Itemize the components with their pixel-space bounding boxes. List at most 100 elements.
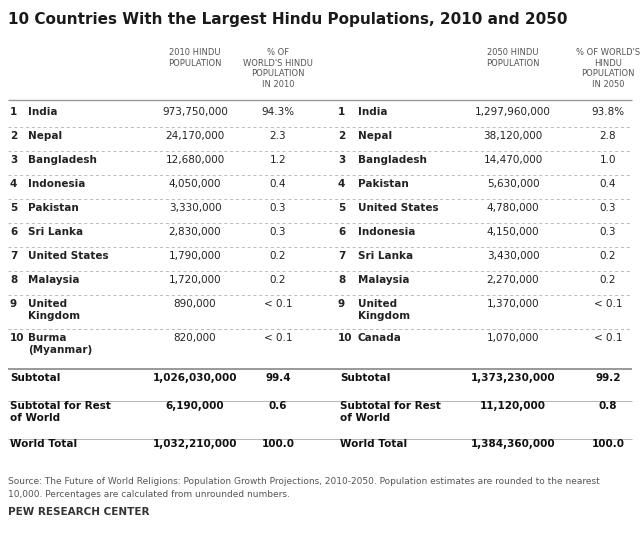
Text: United States: United States [28, 251, 109, 261]
Text: 1,370,000: 1,370,000 [486, 299, 540, 309]
Text: Burma
(Myanmar): Burma (Myanmar) [28, 333, 92, 355]
Text: 93.8%: 93.8% [591, 107, 625, 117]
Text: 0.3: 0.3 [269, 203, 286, 213]
Text: 4: 4 [10, 179, 17, 189]
Text: Bangladesh: Bangladesh [28, 155, 97, 165]
Text: 2,270,000: 2,270,000 [486, 275, 540, 285]
Text: Nepal: Nepal [358, 131, 392, 141]
Text: 1,297,960,000: 1,297,960,000 [475, 107, 551, 117]
Text: 10: 10 [10, 333, 24, 343]
Text: 2,830,000: 2,830,000 [169, 227, 221, 237]
Text: 99.2: 99.2 [595, 373, 621, 383]
Text: 0.2: 0.2 [269, 275, 286, 285]
Text: 7: 7 [338, 251, 346, 261]
Text: India: India [358, 107, 387, 117]
Text: 5: 5 [338, 203, 345, 213]
Text: World Total: World Total [10, 439, 77, 449]
Text: Malaysia: Malaysia [358, 275, 410, 285]
Text: Source: The Future of World Religions: Population Growth Projections, 2010-2050.: Source: The Future of World Religions: P… [8, 477, 600, 486]
Text: 94.3%: 94.3% [261, 107, 294, 117]
Text: Sri Lanka: Sri Lanka [358, 251, 413, 261]
Text: 12,680,000: 12,680,000 [165, 155, 225, 165]
Text: 4,780,000: 4,780,000 [486, 203, 540, 213]
Text: 9: 9 [338, 299, 345, 309]
Text: 100.0: 100.0 [262, 439, 294, 449]
Text: 24,170,000: 24,170,000 [165, 131, 225, 141]
Text: Pakistan: Pakistan [358, 179, 409, 189]
Text: 6: 6 [10, 227, 17, 237]
Text: 8: 8 [10, 275, 17, 285]
Text: 2.8: 2.8 [600, 131, 616, 141]
Text: 2: 2 [338, 131, 345, 141]
Text: 0.4: 0.4 [600, 179, 616, 189]
Text: Sri Lanka: Sri Lanka [28, 227, 83, 237]
Text: 3: 3 [338, 155, 345, 165]
Text: 2.3: 2.3 [269, 131, 286, 141]
Text: 1.0: 1.0 [600, 155, 616, 165]
Text: 14,470,000: 14,470,000 [483, 155, 543, 165]
Text: 3: 3 [10, 155, 17, 165]
Text: 0.2: 0.2 [269, 251, 286, 261]
Text: 1,070,000: 1,070,000 [487, 333, 540, 343]
Text: 100.0: 100.0 [591, 439, 625, 449]
Text: 1,032,210,000: 1,032,210,000 [153, 439, 237, 449]
Text: 5,630,000: 5,630,000 [486, 179, 540, 189]
Text: 1,720,000: 1,720,000 [169, 275, 221, 285]
Text: Indonesia: Indonesia [28, 179, 85, 189]
Text: 0.3: 0.3 [600, 227, 616, 237]
Text: Nepal: Nepal [28, 131, 62, 141]
Text: Subtotal for Rest
of World: Subtotal for Rest of World [10, 401, 111, 423]
Text: 6,190,000: 6,190,000 [166, 401, 224, 411]
Text: 0.3: 0.3 [600, 203, 616, 213]
Text: 10: 10 [338, 333, 353, 343]
Text: 2050 HINDU
POPULATION: 2050 HINDU POPULATION [486, 48, 540, 68]
Text: < 0.1: < 0.1 [594, 333, 622, 343]
Text: 1,026,030,000: 1,026,030,000 [153, 373, 237, 383]
Text: United
Kingdom: United Kingdom [28, 299, 80, 322]
Text: < 0.1: < 0.1 [264, 299, 292, 309]
Text: Pakistan: Pakistan [28, 203, 79, 213]
Text: 1: 1 [10, 107, 17, 117]
Text: Subtotal: Subtotal [10, 373, 60, 383]
Text: 1,384,360,000: 1,384,360,000 [470, 439, 556, 449]
Text: United States: United States [358, 203, 438, 213]
Text: 7: 7 [10, 251, 17, 261]
Text: 0.8: 0.8 [599, 401, 617, 411]
Text: 1: 1 [338, 107, 345, 117]
Text: 820,000: 820,000 [173, 333, 216, 343]
Text: 973,750,000: 973,750,000 [162, 107, 228, 117]
Text: < 0.1: < 0.1 [264, 333, 292, 343]
Text: 8: 8 [338, 275, 345, 285]
Text: 10,000. Percentages are calculated from unrounded numbers.: 10,000. Percentages are calculated from … [8, 490, 290, 499]
Text: % OF
WORLD'S HINDU
POPULATION
IN 2010: % OF WORLD'S HINDU POPULATION IN 2010 [243, 48, 313, 89]
Text: 10 Countries With the Largest Hindu Populations, 2010 and 2050: 10 Countries With the Largest Hindu Popu… [8, 12, 568, 27]
Text: 3,330,000: 3,330,000 [169, 203, 221, 213]
Text: 1,790,000: 1,790,000 [169, 251, 221, 261]
Text: 0.4: 0.4 [269, 179, 286, 189]
Text: 11,120,000: 11,120,000 [480, 401, 546, 411]
Text: 2010 HINDU
POPULATION: 2010 HINDU POPULATION [168, 48, 221, 68]
Text: 0.3: 0.3 [269, 227, 286, 237]
Text: Malaysia: Malaysia [28, 275, 79, 285]
Text: 4,150,000: 4,150,000 [486, 227, 540, 237]
Text: 2: 2 [10, 131, 17, 141]
Text: 1.2: 1.2 [269, 155, 286, 165]
Text: PEW RESEARCH CENTER: PEW RESEARCH CENTER [8, 507, 150, 517]
Text: 0.2: 0.2 [600, 251, 616, 261]
Text: Bangladesh: Bangladesh [358, 155, 427, 165]
Text: United
Kingdom: United Kingdom [358, 299, 410, 322]
Text: 6: 6 [338, 227, 345, 237]
Text: 99.4: 99.4 [265, 373, 291, 383]
Text: % OF WORLD'S
HINDU
POPULATION
IN 2050: % OF WORLD'S HINDU POPULATION IN 2050 [576, 48, 640, 89]
Text: 38,120,000: 38,120,000 [483, 131, 543, 141]
Text: India: India [28, 107, 58, 117]
Text: Subtotal for Rest
of World: Subtotal for Rest of World [340, 401, 441, 423]
Text: Canada: Canada [358, 333, 402, 343]
Text: World Total: World Total [340, 439, 407, 449]
Text: 5: 5 [10, 203, 17, 213]
Text: 4,050,000: 4,050,000 [169, 179, 221, 189]
Text: 3,430,000: 3,430,000 [486, 251, 540, 261]
Text: Indonesia: Indonesia [358, 227, 415, 237]
Text: 1,373,230,000: 1,373,230,000 [470, 373, 556, 383]
Text: 4: 4 [338, 179, 346, 189]
